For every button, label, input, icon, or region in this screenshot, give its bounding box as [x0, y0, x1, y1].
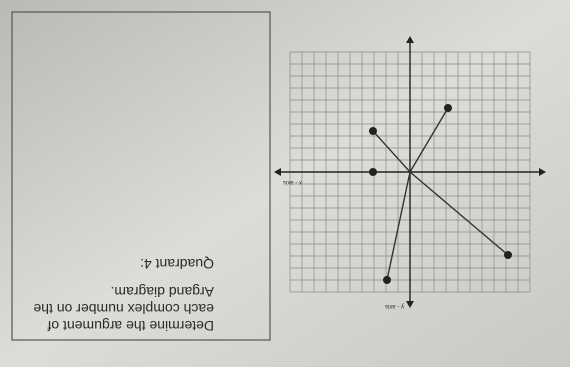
vector-line	[409, 171, 509, 256]
question: Quadrant 4:	[140, 256, 214, 272]
vector-line	[372, 130, 411, 173]
point	[383, 276, 391, 284]
y-axis-label: y - axis	[385, 303, 404, 309]
instruction-line: each complex number on the	[33, 301, 214, 317]
vector-line	[409, 107, 449, 173]
point	[444, 104, 452, 112]
text-box	[11, 11, 271, 341]
point	[369, 127, 377, 135]
vector-line	[386, 171, 411, 281]
instruction-line: Argand diagram.	[110, 284, 214, 300]
point	[369, 168, 377, 176]
point	[504, 251, 512, 259]
worksheet: Determine the argument of each complex n…	[11, 11, 546, 341]
instruction-line: Determine the argument of	[47, 318, 214, 334]
grid	[274, 36, 546, 308]
x-axis-label: x - axis	[283, 179, 302, 185]
